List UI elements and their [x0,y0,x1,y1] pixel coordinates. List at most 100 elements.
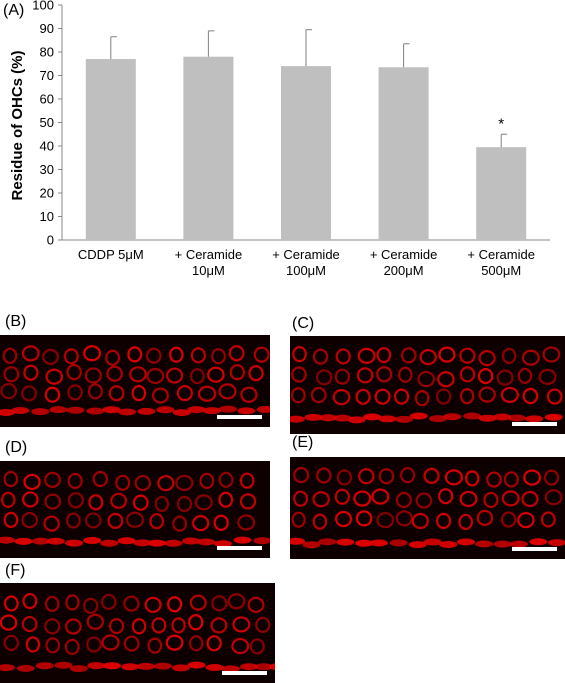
hair-cell [435,388,452,405]
pillar-band-segment [394,415,413,423]
pillar-band-segment [525,415,544,423]
hair-cell [335,348,351,365]
pillar-band-segment [253,537,270,545]
scale-bar [512,547,557,551]
pillar-band-segment [86,407,105,415]
pillar-band-segment [69,665,88,673]
hair-cell [129,366,147,383]
pillar-band-segment [187,406,206,414]
pillar-band-segment [457,538,476,546]
hair-cell [240,386,258,403]
hair-cell [229,364,245,381]
hair-cell [500,386,519,404]
hair-cell [312,513,328,530]
hair-cell [176,385,193,402]
y-tick-label: 10 [40,209,54,224]
hair-cell [198,385,217,402]
pillar-band-segment [202,407,221,415]
hair-cell [227,593,246,610]
hair-cell [131,618,147,635]
pillar-band-segment [478,414,497,422]
pillar-band-segment [423,538,442,546]
hair-cell [316,467,332,484]
hair-cell [540,511,556,528]
hair-cell [249,638,265,655]
hair-cell [165,634,184,651]
pillar-band-segment [439,541,458,549]
pillar-band-segment [153,662,172,670]
hair-cell [134,474,152,492]
pillar-band-segment [187,661,206,669]
hair-cell [231,637,250,655]
hair-cell [3,595,19,612]
hair-cell [87,383,103,400]
hair-cell [106,365,123,382]
hair-cell [459,366,476,383]
hair-cell [312,348,329,365]
hair-cell [459,347,476,364]
pillar-band-segment [443,413,462,421]
hair-cell [400,347,417,364]
pillar-band-segment [11,406,30,414]
hair-cell [189,368,205,385]
pillar-band-segment [16,664,35,672]
hair-cell [310,386,327,404]
pillar-band-segment [290,415,305,423]
hair-cell [67,492,84,509]
micrograph-e [290,457,565,559]
hair-cell [2,347,18,364]
hair-cell [213,514,229,531]
hair-cell [543,469,560,486]
bar [378,67,429,241]
hair-cell [538,368,557,385]
hair-cell [44,595,60,613]
hair-cell [476,509,494,526]
pillar-band-segment [507,414,526,422]
x-tick-label: 10μM [192,263,225,278]
pillar-band-segment [35,662,54,670]
scale-bar [217,415,262,419]
hair-cell [292,346,307,363]
hair-cell [356,367,374,384]
hair-cell [336,469,353,486]
hair-cell [483,491,499,509]
hair-cell [23,473,41,491]
pillar-band-segment [256,405,270,413]
hair-cell [108,385,125,402]
hair-cell [478,386,496,403]
pillar-band-segment [197,538,216,546]
micrograph-image [0,345,270,417]
hair-cell [44,493,62,510]
pillar-band-segment [182,537,201,545]
hair-cell [63,348,79,365]
pillar-band-segment [31,537,50,545]
pillar-band-segment [355,539,374,547]
pillar-band-segment [318,538,337,546]
panel-label-f: (F) [5,562,26,579]
hair-cell [458,513,473,531]
pillar-band-segment [233,536,252,544]
pillar-band-segment [218,405,237,413]
hair-cell [149,513,165,530]
hair-cell [523,469,542,486]
hair-cell [415,492,433,509]
pillar-band-segment [102,662,121,670]
hair-cell [3,634,19,651]
y-tick-label: 0 [47,233,54,248]
hair-cell [88,494,104,511]
hair-cell [517,367,533,384]
hair-cell [65,618,82,635]
x-tick-label: 100μM [286,263,326,278]
pillar-band-segment [254,663,273,671]
hair-cell [188,614,204,631]
pillar-band-segment [529,538,548,546]
hair-cell [477,368,494,385]
hair-cell [44,618,61,635]
scale-bar [512,422,557,426]
hair-cell [167,596,183,613]
hair-cell [334,368,351,385]
hair-cell [127,346,143,363]
hair-cell [332,388,351,406]
hair-cell [218,383,237,400]
y-tick-label: 80 [40,45,54,60]
